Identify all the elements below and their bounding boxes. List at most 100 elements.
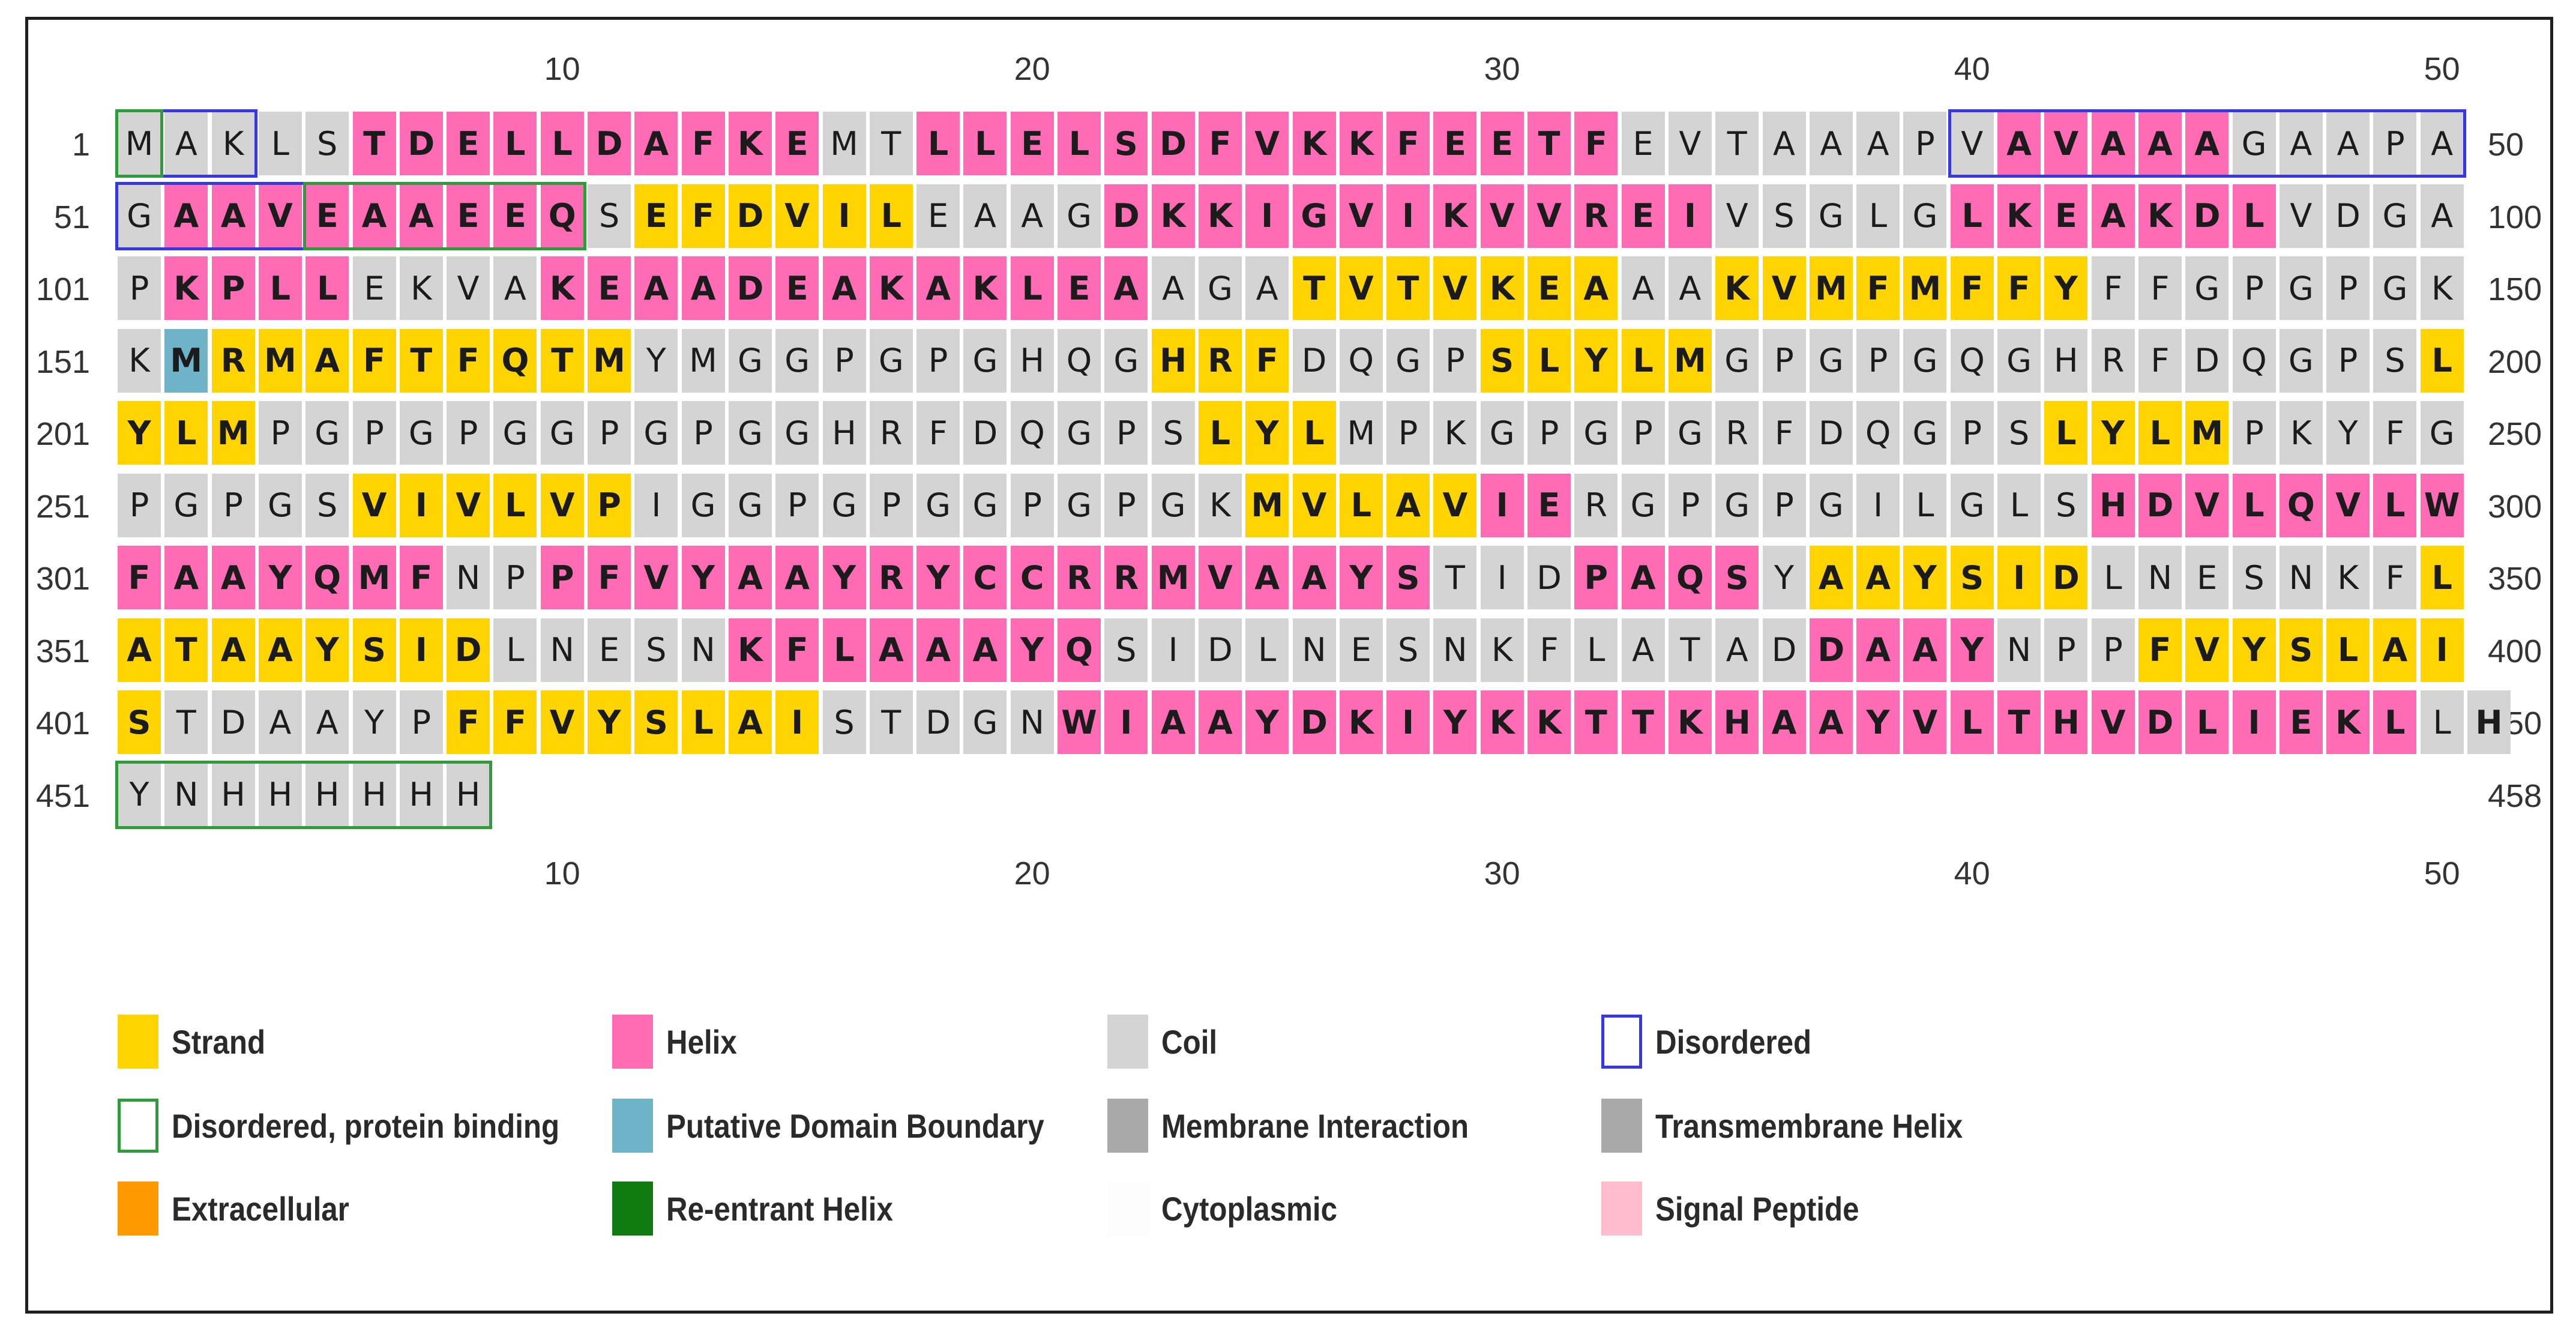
- residue-cell: V: [1527, 184, 1571, 248]
- residue-cell: G: [1809, 184, 1853, 248]
- residue-cell: A: [1762, 112, 1806, 175]
- residue-cell: I: [1480, 546, 1524, 609]
- legend-swatch: [612, 1182, 653, 1236]
- legend-item: Disordered: [1601, 1015, 1833, 1069]
- residue-cell: G: [1809, 328, 1853, 393]
- residue-cell: G: [1621, 473, 1665, 537]
- residue-cell: L: [258, 256, 302, 320]
- residue-cell: G: [728, 328, 772, 393]
- residue-cell: A: [258, 690, 302, 754]
- legend-label: Strand: [172, 1022, 266, 1061]
- residue-cell: G: [540, 401, 584, 465]
- residue-cell: P: [1104, 401, 1148, 465]
- residue-cell: T: [1292, 256, 1336, 320]
- residue-cell: F: [1856, 256, 1900, 320]
- residue-cell: P: [1010, 473, 1054, 537]
- residue-cell: A: [118, 618, 161, 682]
- residue-cell: Y: [681, 546, 725, 609]
- residue-cell: A: [164, 112, 208, 175]
- residue-cell: F: [916, 401, 960, 465]
- residue-cell: V: [352, 473, 396, 537]
- residue-cell: F: [493, 690, 537, 754]
- residue-cell: S: [588, 184, 631, 248]
- residue-cell: A: [634, 256, 678, 320]
- residue-cell: R: [1104, 546, 1148, 609]
- legend-label: Extracellular: [172, 1189, 349, 1228]
- top-ruler-label: 20: [1014, 51, 1050, 87]
- residue-cell: Y: [2326, 401, 2370, 465]
- residue-cell: G: [493, 401, 537, 465]
- residue-cell: L: [1245, 618, 1289, 682]
- residue-cell: Y: [2232, 618, 2276, 682]
- residue-cell: P: [1950, 401, 1994, 465]
- residue-cell: L: [2420, 546, 2464, 609]
- legend-swatch: [118, 1099, 158, 1153]
- residue-cell: T: [1621, 690, 1665, 754]
- residue-cell: A: [681, 256, 725, 320]
- residue-cell: T: [1433, 546, 1477, 609]
- residue-cell: M: [1668, 328, 1712, 393]
- residue-cell: D: [1809, 618, 1853, 682]
- residue-cell: I: [1151, 618, 1195, 682]
- residue-cell: A: [2326, 112, 2370, 175]
- residue-cell: F: [399, 546, 443, 609]
- residue-cell: G: [963, 473, 1007, 537]
- row-end-number: 50: [2488, 127, 2524, 163]
- bottom-ruler-label: 10: [544, 856, 580, 892]
- residue-cell: L: [164, 401, 208, 465]
- residue-cell: S: [1151, 401, 1195, 465]
- residue-cell: P: [118, 256, 161, 320]
- residue-cell: Y: [305, 618, 349, 682]
- residue-cell: A: [211, 184, 255, 248]
- residue-cell: G: [2279, 256, 2323, 320]
- residue-cell: A: [1386, 473, 1430, 537]
- residue-cell: A: [1668, 256, 1712, 320]
- legend-item: Helix: [612, 1015, 747, 1069]
- row-end-number: 300: [2488, 488, 2542, 525]
- residue-cell: L: [1621, 328, 1665, 393]
- residue-cell: F: [1950, 256, 1994, 320]
- residue-cell: P: [2373, 112, 2417, 175]
- residue-cell: K: [1480, 618, 1524, 682]
- residue-cell: E: [588, 618, 631, 682]
- residue-cell: M: [1245, 473, 1289, 537]
- residue-cell: Y: [118, 762, 161, 827]
- residue-cell: S: [1104, 112, 1148, 175]
- residue-cell: A: [916, 618, 960, 682]
- residue-cell: L: [1856, 184, 1900, 248]
- residue-cell: G: [1903, 328, 1947, 393]
- row-start-number: 451: [35, 777, 90, 814]
- residue-cell: V: [2326, 473, 2370, 537]
- residue-cell: Y: [2091, 401, 2135, 465]
- legend-label: Cytoplasmic: [1161, 1189, 1338, 1228]
- residue-cell: H: [822, 401, 866, 465]
- residue-cell: E: [352, 256, 396, 320]
- residue-cell: S: [2373, 328, 2417, 393]
- residue-cell: G: [681, 473, 725, 537]
- bottom-ruler-label: 20: [1014, 856, 1050, 892]
- residue-cell: A: [1715, 618, 1759, 682]
- residue-cell: T: [1715, 112, 1759, 175]
- residue-cell: F: [447, 328, 490, 393]
- residue-cell: M: [588, 328, 631, 393]
- residue-cell: A: [305, 690, 349, 754]
- residue-cell: P: [211, 473, 255, 537]
- residue-cell: L: [1903, 473, 1947, 537]
- residue-cell: K: [2420, 256, 2464, 320]
- residue-cell: A: [1856, 546, 1900, 609]
- residue-cell: P: [1762, 328, 1806, 393]
- residue-cell: N: [447, 546, 490, 609]
- residue-cell: D: [1104, 184, 1148, 248]
- top-ruler-label: 50: [2424, 51, 2460, 87]
- residue-cell: M: [118, 112, 161, 175]
- legend-item: Disordered, protein binding: [118, 1099, 612, 1153]
- residue-cell: L: [305, 256, 349, 320]
- residue-cell: H: [2467, 690, 2511, 754]
- residue-cell: A: [2373, 618, 2417, 682]
- residue-cell: A: [1621, 618, 1665, 682]
- residue-cell: L: [822, 618, 866, 682]
- legend-item: Cytoplasmic: [1107, 1182, 1361, 1236]
- residue-cell: V: [1339, 184, 1383, 248]
- residue-cell: M: [822, 112, 866, 175]
- residue-cell: V: [1903, 690, 1947, 754]
